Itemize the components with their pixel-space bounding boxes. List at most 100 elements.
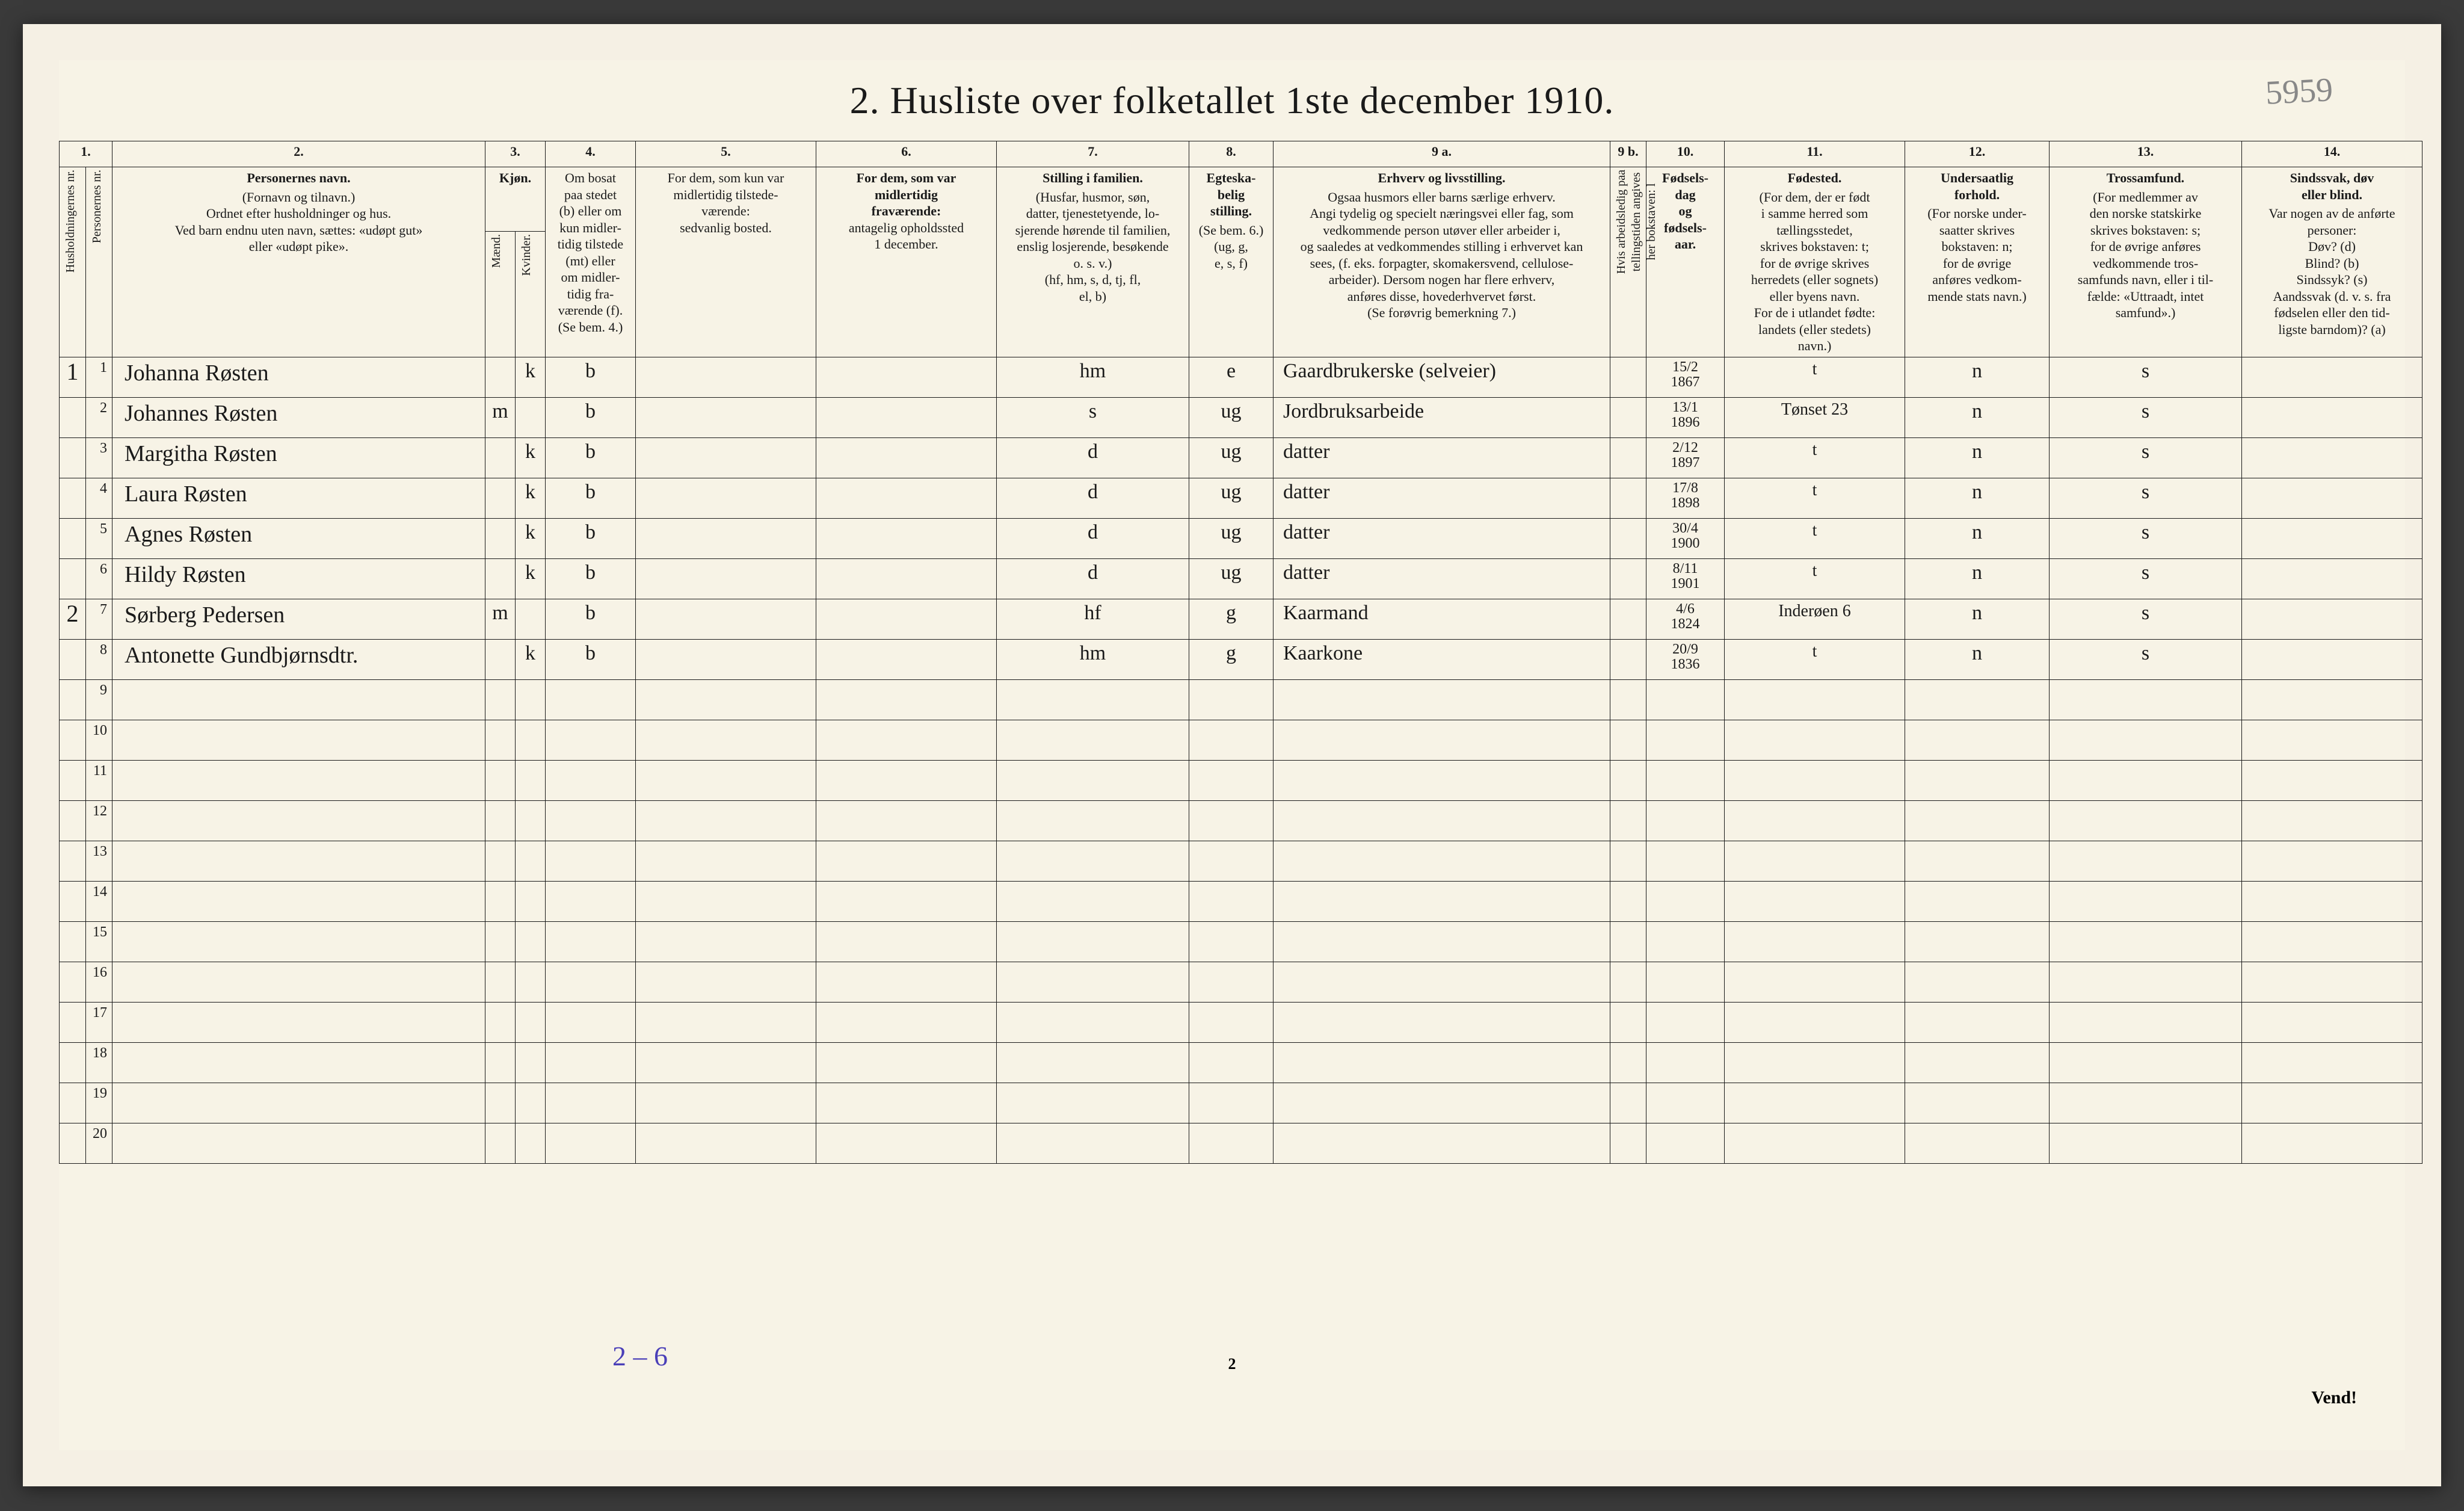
cell-c5	[636, 1042, 816, 1083]
header-c13: Trossamfund. (For medlemmer av den norsk…	[2050, 167, 2242, 357]
colnum-4: 4.	[546, 141, 636, 167]
cell-c14	[2242, 639, 2422, 679]
cell-c4	[546, 1123, 636, 1163]
cell-c9b	[1610, 1042, 1646, 1083]
cell-c11: t	[1725, 478, 1905, 518]
cell-hh	[60, 397, 86, 437]
cell-name: Antonette Gundbjørnsdtr.	[112, 639, 485, 679]
cell-c11	[1725, 1083, 1905, 1123]
header-c8-sub: (Se bem. 6.) (ug, g, e, s, f)	[1199, 223, 1264, 271]
cell-hh	[60, 921, 86, 962]
cell-c4	[546, 962, 636, 1002]
cell-c7	[997, 921, 1189, 962]
cell-c5	[636, 437, 816, 478]
cell-c9: datter	[1274, 558, 1610, 599]
cell-dob: 30/41900	[1646, 518, 1725, 558]
cell-c5	[636, 800, 816, 841]
cell-c4: b	[546, 478, 636, 518]
table-row: 5Agnes Røstenkbdugdatter30/41900tns	[60, 518, 2422, 558]
cell-dob	[1646, 921, 1725, 962]
cell-name: Johanna Røsten	[112, 357, 485, 397]
cell-name	[112, 881, 485, 921]
cell-sex-k	[516, 881, 546, 921]
cell-c8	[1189, 760, 1274, 800]
cell-rownum: 6	[86, 558, 112, 599]
cell-sex-k: k	[516, 558, 546, 599]
cell-dob: 8/111901	[1646, 558, 1725, 599]
cell-c14	[2242, 679, 2422, 720]
cell-c5	[636, 1123, 816, 1163]
header-c4: Om bosat paa stedet (b) eller om kun mid…	[546, 167, 636, 357]
cell-c7	[997, 1002, 1189, 1042]
cell-c6	[816, 558, 997, 599]
table-row-empty: 11	[60, 760, 2422, 800]
colnum-8: 8.	[1189, 141, 1274, 167]
cell-c14	[2242, 1123, 2422, 1163]
cell-dob: 2/121897	[1646, 437, 1725, 478]
table-row: 8Antonette Gundbjørnsdtr.kbhmgKaarkone20…	[60, 639, 2422, 679]
cell-c4	[546, 841, 636, 881]
cell-sex-m	[485, 800, 516, 841]
cell-c8: g	[1189, 599, 1274, 639]
cell-sex-m	[485, 841, 516, 881]
cell-sex-m	[485, 558, 516, 599]
cell-c6	[816, 1042, 997, 1083]
cell-c9: Kaarmand	[1274, 599, 1610, 639]
cell-c14	[2242, 1002, 2422, 1042]
colnum-9a: 9 a.	[1274, 141, 1610, 167]
cell-c14	[2242, 518, 2422, 558]
cell-c14	[2242, 720, 2422, 760]
header-c8-label: Egteska- belig stilling.	[1193, 170, 1269, 220]
cell-c7: hm	[997, 639, 1189, 679]
cell-c6	[816, 1123, 997, 1163]
cell-c8	[1189, 1002, 1274, 1042]
header-pnr-text: Personernes nr.	[90, 170, 105, 243]
cell-hh	[60, 1083, 86, 1123]
header-c10-label: Fødsels- dag og fødsels- aar.	[1650, 170, 1720, 253]
cell-hh	[60, 518, 86, 558]
cell-rownum: 5	[86, 518, 112, 558]
colnum-2: 2.	[112, 141, 485, 167]
cell-c7	[997, 800, 1189, 841]
cell-sex-k	[516, 720, 546, 760]
cell-c9b	[1610, 962, 1646, 1002]
page-number: 2	[1228, 1355, 1236, 1373]
cell-dob	[1646, 720, 1725, 760]
header-c6-label: For dem, som var midlertidig fraværende:	[820, 170, 993, 220]
header-c5-sub: sedvanlig bosted.	[680, 220, 772, 235]
cell-name	[112, 1042, 485, 1083]
header-sex-m-text: Mænd.	[489, 234, 504, 268]
cell-c11: t	[1725, 558, 1905, 599]
table-row: 11Johanna RøstenkbhmeGaardbrukerske (sel…	[60, 357, 2422, 397]
cell-dob	[1646, 800, 1725, 841]
cell-c13	[2050, 760, 2242, 800]
cell-dob	[1646, 1083, 1725, 1123]
header-c9a-sub: Ogsaa husmors eller barns særlige erhver…	[1301, 190, 1583, 321]
colnum-14: 14.	[2242, 141, 2422, 167]
header-c12-label: Undersaatlig forhold.	[1909, 170, 2045, 203]
cell-c7: hf	[997, 599, 1189, 639]
cell-c14	[2242, 1083, 2422, 1123]
cell-c8	[1189, 679, 1274, 720]
cell-c11	[1725, 962, 1905, 1002]
cell-c8	[1189, 1042, 1274, 1083]
cell-c6	[816, 639, 997, 679]
cell-c13: s	[2050, 558, 2242, 599]
cell-c9	[1274, 921, 1610, 962]
census-table: 1. 2. 3. 4. 5. 6. 7. 8. 9 a. 9 b. 10. 11…	[59, 141, 2422, 1164]
cell-c7	[997, 1123, 1189, 1163]
cell-c6	[816, 1002, 997, 1042]
cell-c9: Gaardbrukerske (selveier)	[1274, 357, 1610, 397]
cell-c9b	[1610, 720, 1646, 760]
cell-c7	[997, 679, 1189, 720]
cell-name: Hildy Røsten	[112, 558, 485, 599]
header-c13-label: Trossamfund.	[2053, 170, 2238, 187]
cell-dob	[1646, 760, 1725, 800]
cell-c6	[816, 518, 997, 558]
cell-c9b	[1610, 1083, 1646, 1123]
cell-c9	[1274, 962, 1610, 1002]
cell-sex-k	[516, 1042, 546, 1083]
cell-c12	[1905, 1123, 2050, 1163]
cell-c13	[2050, 1123, 2242, 1163]
cell-sex-m	[485, 518, 516, 558]
